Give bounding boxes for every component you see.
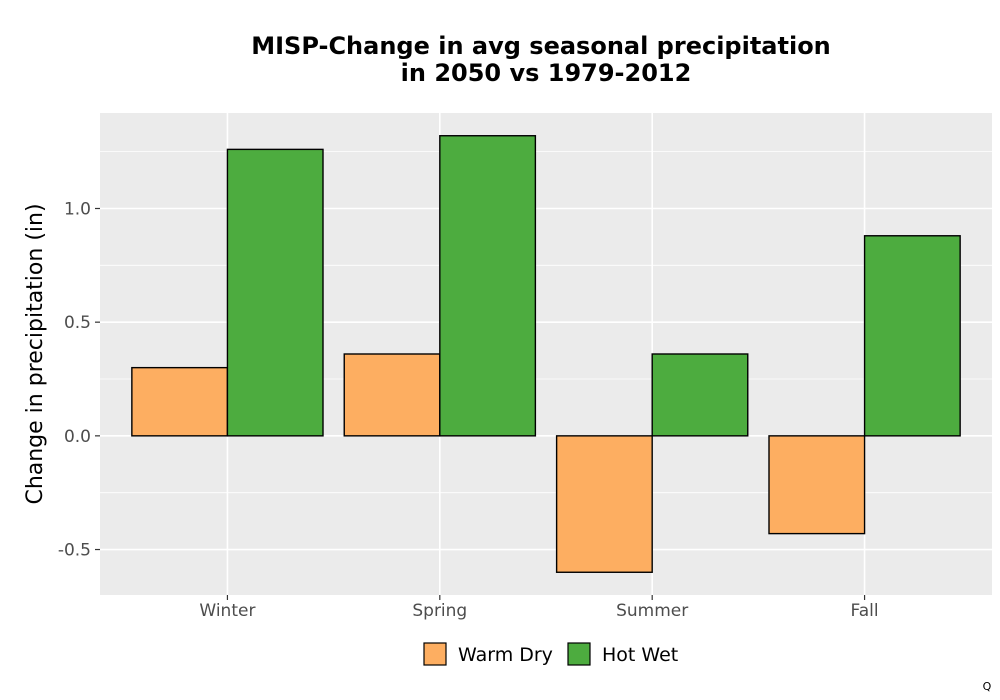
bar-hot-wet-fall [863,235,961,437]
y-axis-ticks: -0.5 0.0 0.5 1.0 [58,199,100,561]
corner-mark: Q [983,680,992,693]
chart-title-line-1: MISP-Change in avg seasonal precipitatio… [251,32,831,60]
legend-key-warm-dry [423,642,447,666]
legend-label-warm-dry: Warm Dry [458,644,553,666]
bars [131,135,961,573]
x-axis-ticks: Winter Spring Summer Fall [199,595,879,621]
bar-warm-dry-spring [343,353,441,437]
chart-title-line-2: in 2050 vs 1979-2012 [401,59,692,87]
x-tick-label: Fall [851,601,879,621]
legend: Warm Dry Hot Wet [423,642,678,666]
bar-hot-wet-summer [651,353,749,437]
x-tick-label: Spring [412,601,467,621]
bar-warm-dry-winter [131,366,229,437]
bar-warm-dry-fall [768,435,866,535]
legend-key-hot-wet [567,642,591,666]
y-tick-label: 0.5 [64,313,91,333]
bar-hot-wet-winter [226,148,324,437]
x-tick-label: Summer [616,601,688,621]
bar-warm-dry-summer [555,435,653,573]
y-tick-label: 0.0 [64,427,91,447]
y-tick-label: 1.0 [64,199,91,219]
legend-label-hot-wet: Hot Wet [602,644,678,666]
bar-hot-wet-spring [439,135,537,437]
y-tick-label: -0.5 [58,541,91,561]
y-axis-title: Change in precipitation (in) [23,203,48,504]
x-tick-label: Winter [199,601,255,621]
